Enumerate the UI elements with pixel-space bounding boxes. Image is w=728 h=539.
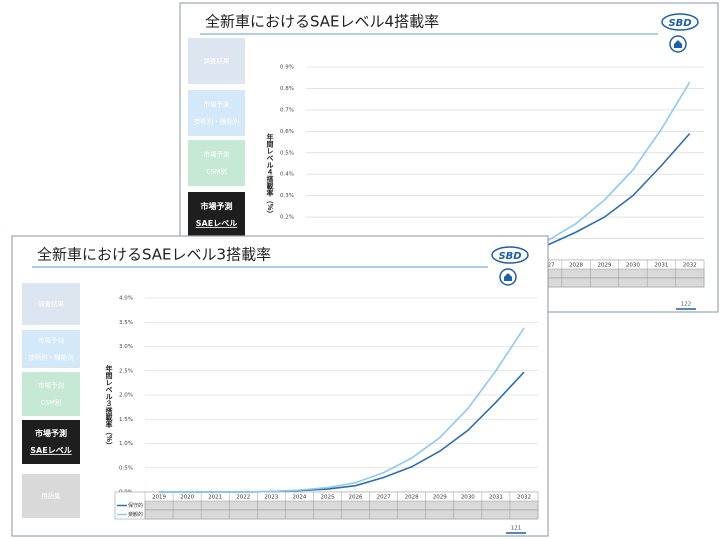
sidebar-label: 市場予測 — [38, 381, 64, 390]
slide-background — [11, 235, 549, 537]
sidebar-item[interactable]: 市場予測 CSM別 — [188, 140, 245, 186]
y-tick-label: 3.0% — [119, 344, 133, 350]
sidebar-label: 市場予測 — [35, 428, 67, 438]
x-tick-label: 2028 — [405, 495, 419, 501]
logo: SBD — [498, 251, 521, 262]
sidebar-button — [22, 420, 80, 464]
x-tick-label: 2021 — [208, 495, 222, 501]
home-button[interactable] — [499, 268, 517, 286]
page-number: 121 — [511, 526, 522, 532]
y-tick-label: 2.0% — [119, 393, 133, 399]
x-tick-label: 2031 — [654, 263, 668, 269]
x-tick-label: 2019 — [152, 495, 166, 501]
x-tick-label: 2020 — [180, 495, 194, 501]
y-tick-label: 3.5% — [119, 320, 133, 326]
logo: SBD — [668, 18, 691, 29]
y-tick-label: 0.9% — [280, 65, 294, 71]
logo-mark — [491, 246, 529, 264]
home-icon — [504, 273, 512, 281]
x-tick-label: 2032 — [683, 263, 697, 269]
x-tick-label: 2028 — [569, 263, 583, 269]
x-tick-label: 2032 — [517, 495, 531, 501]
sidebar-button — [188, 192, 245, 238]
x-tick-label: 2024 — [292, 495, 306, 501]
y-tick-label: 0.4% — [280, 172, 294, 178]
sidebar-label: SAEレベル — [30, 446, 71, 455]
y-tick-label: 0.2% — [280, 215, 294, 221]
y-tick-label: 0.5% — [280, 150, 294, 156]
x-tick-label: 2030 — [626, 263, 640, 269]
y-axis-title: 年間レベル４搭載率（%） — [266, 133, 275, 218]
x-tick-label: 2022 — [236, 495, 250, 501]
x-tick-label: 2031 — [489, 495, 503, 501]
sidebar-button — [22, 372, 80, 416]
sidebar-label: 用語集 — [41, 491, 61, 500]
x-tick-label: 2027 — [377, 495, 391, 501]
y-tick-label: 0.8% — [280, 86, 294, 92]
logo-mark — [661, 13, 699, 31]
x-tick-label: 2030 — [461, 495, 475, 501]
sidebar-button — [22, 330, 80, 368]
sidebar-button — [22, 283, 80, 325]
y-tick-label: 0.5% — [119, 465, 133, 471]
sidebar-item[interactable]: 調査結果 — [22, 283, 80, 325]
y-axis-title: 年間レベル３搭載率（%） — [105, 364, 114, 449]
sidebar-item[interactable]: 市場予測 CSM別 — [22, 372, 80, 416]
sidebar-item[interactable]: 市場予測 SAEレベル — [188, 192, 245, 238]
y-tick-label: 2.5% — [119, 368, 133, 374]
series-line — [159, 327, 525, 493]
y-tick-label: 1.0% — [119, 441, 133, 447]
slide: 全新車におけるSAEレベル3搭載率 SBD調査結果市場予測技術別・機能別市場予測C… — [11, 235, 549, 537]
sidebar-label: 市場予測 — [201, 201, 233, 211]
sidebar-label: SAEレベル — [196, 219, 237, 228]
sidebar-item[interactable]: 市場予測 SAEレベル — [22, 420, 80, 464]
legend-label: 楽観的 — [128, 511, 143, 518]
sidebar-label: 技術別・機能別 — [28, 353, 74, 362]
y-tick-label: 0.3% — [280, 193, 294, 199]
y-tick-label: 0.6% — [280, 129, 294, 135]
sidebar-label: 市場予測 — [38, 336, 64, 345]
x-tick-label: 2026 — [349, 495, 363, 501]
y-tick-label: 1.5% — [119, 417, 133, 423]
sidebar-label: 市場予測 — [204, 100, 230, 109]
legend-label: 保守的 — [128, 502, 143, 509]
x-tick-label: 2025 — [320, 495, 334, 501]
sidebar-button — [188, 140, 245, 186]
sidebar-label: 調査結果 — [204, 56, 231, 65]
home-button[interactable] — [669, 35, 687, 53]
slide-title: 全新車におけるSAEレベル4搭載率 — [205, 13, 439, 31]
y-tick-label: 0.7% — [280, 107, 294, 113]
slide-title: 全新車におけるSAEレベル3搭載率 — [37, 246, 271, 264]
sidebar-item[interactable]: 調査結果 — [188, 38, 245, 84]
sidebar-item[interactable]: 用語集 — [22, 474, 80, 518]
sidebar-label: 調査結果 — [38, 299, 65, 308]
page-number: 122 — [681, 302, 692, 308]
y-tick-label: 4.0% — [119, 296, 133, 302]
sidebar-button — [188, 90, 245, 136]
sidebar-label: CSM別 — [206, 167, 227, 176]
x-tick-label: 2023 — [264, 495, 278, 501]
home-icon — [674, 40, 682, 48]
sidebar-label: CSM別 — [41, 398, 62, 407]
sidebar-label: 市場予測 — [204, 150, 230, 159]
x-tick-label: 2029 — [598, 263, 612, 269]
sidebar-button — [188, 38, 245, 84]
sidebar-button — [22, 474, 80, 518]
x-tick-label: 2029 — [433, 495, 447, 501]
sidebar-label: 技術別・機能別 — [194, 117, 240, 126]
